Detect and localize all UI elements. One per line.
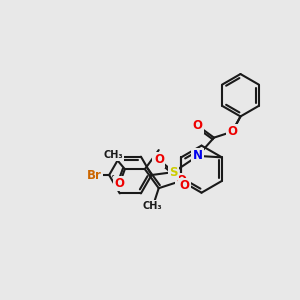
Text: CH₃: CH₃ bbox=[103, 150, 123, 160]
Text: Br: Br bbox=[87, 169, 102, 182]
Text: O: O bbox=[154, 153, 164, 166]
Text: N: N bbox=[193, 149, 203, 162]
Text: O: O bbox=[227, 125, 237, 138]
Text: S: S bbox=[169, 166, 178, 178]
Text: O: O bbox=[180, 179, 190, 192]
Text: O: O bbox=[176, 174, 186, 188]
Text: CH₃: CH₃ bbox=[143, 201, 163, 212]
Text: O: O bbox=[115, 177, 124, 190]
Text: O: O bbox=[193, 119, 203, 132]
